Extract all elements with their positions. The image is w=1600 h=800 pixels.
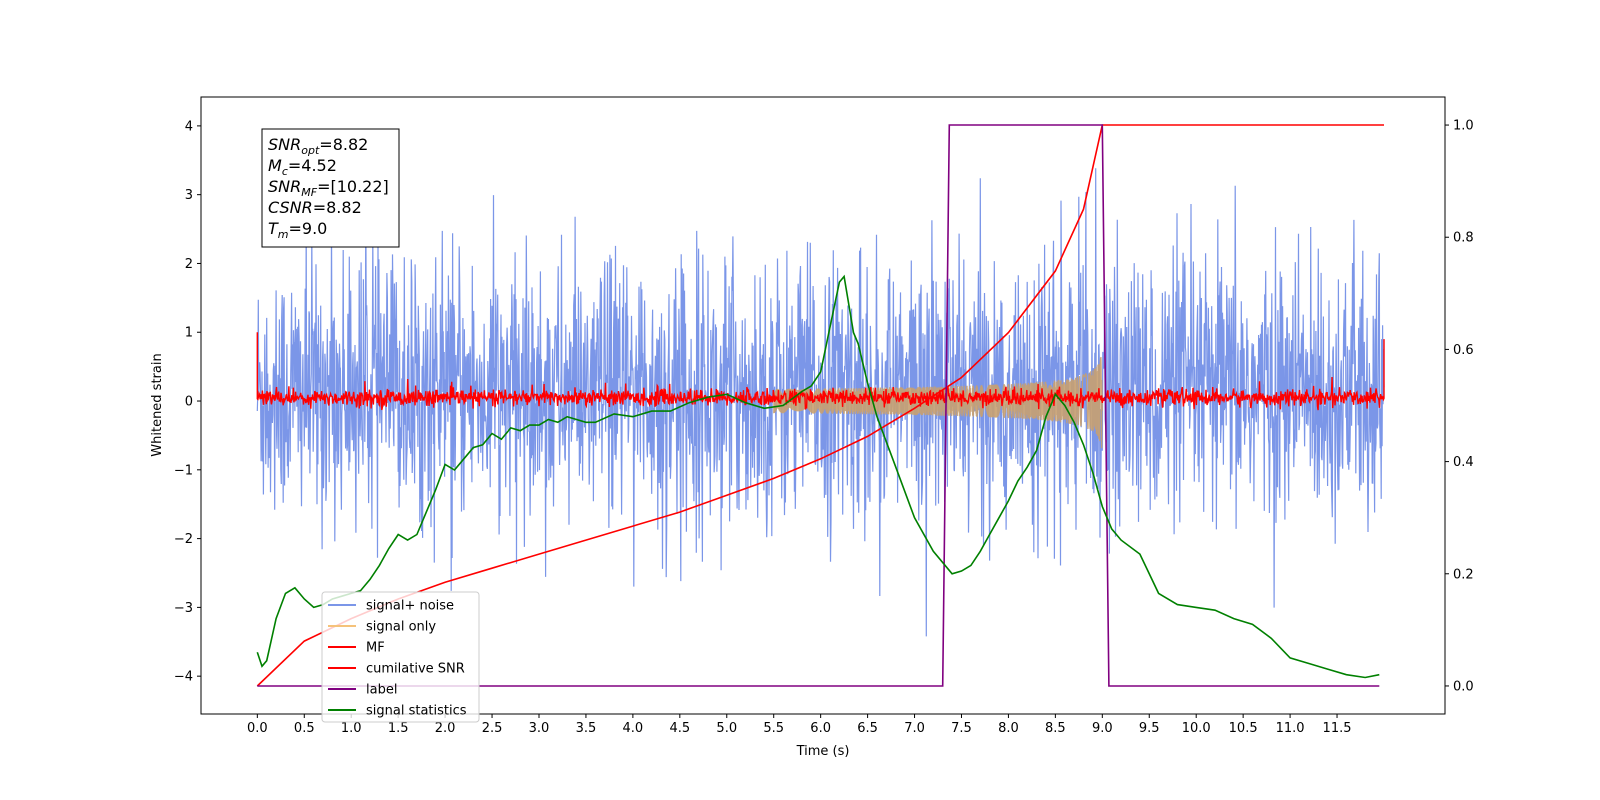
x-axis-ticks: 0.0 0.5 1.0 1.5 2.0 2.5 3.0 3.5 4.0 4.5 5.0 5.5 6.0 6… xyxy=(247,714,1352,736)
y-left-tick-label: 1 xyxy=(185,326,193,341)
info-box: SNRopt=8.82Mc=4.52SNRMF=[10.22]CSNR=8.82… xyxy=(261,128,400,248)
x-tick-label: 10.0 xyxy=(1182,721,1211,736)
plot-frame xyxy=(200,96,1446,715)
legend-label-label: label xyxy=(366,683,397,698)
x-tick-label: 11.5 xyxy=(1323,721,1352,736)
x-axis-title: Time (s) xyxy=(796,744,850,759)
y-right-tick-label: 1.0 xyxy=(1453,119,1474,134)
y-right-tick-label: 0.0 xyxy=(1453,679,1474,694)
y-right-tick-label: 0.4 xyxy=(1453,455,1474,470)
x-tick-label: 11.0 xyxy=(1276,721,1305,736)
info-row: CSNR=8.82 xyxy=(268,198,362,217)
x-tick-label: 0.5 xyxy=(294,721,315,736)
y-axis-title: Whitened strain xyxy=(150,353,165,456)
signal-noise-layer xyxy=(256,168,1385,637)
y-left-tick-label: 0 xyxy=(185,395,193,410)
x-tick-label: 0.0 xyxy=(247,721,268,736)
legend-label-cumilative-snr: cumilative SNR xyxy=(366,662,465,677)
mf-line xyxy=(256,332,1385,411)
y-left-tick-label: −1 xyxy=(174,463,193,478)
mf-layer xyxy=(256,332,1385,411)
y-right-axis-ticks: 0.0 0.2 0.4 0.6 0.8 1.0 xyxy=(1445,119,1474,694)
legend-label-signal-noise: signal+ noise xyxy=(366,599,454,614)
legend: signal+ noise signal only MF cumilative SNR… xyxy=(321,591,480,723)
y-left-tick-label: −4 xyxy=(174,670,193,685)
x-tick-label: 1.0 xyxy=(341,721,362,736)
x-tick-label: 2.0 xyxy=(435,721,456,736)
y-left-tick-label: 4 xyxy=(185,119,193,134)
y-left-tick-label: −3 xyxy=(174,601,193,616)
legend-label-mf: MF xyxy=(366,641,385,656)
x-tick-label: 4.5 xyxy=(669,721,690,736)
info-row: SNRopt=8.82 xyxy=(268,135,368,157)
info-row: Tm=9.0 xyxy=(268,219,327,241)
right-axis-lines-layer xyxy=(256,124,1384,687)
cumilative-snr-line xyxy=(256,124,1384,687)
signal-noise-line xyxy=(256,168,1385,637)
x-tick-label: 10.5 xyxy=(1229,721,1258,736)
x-tick-label: 9.5 xyxy=(1139,721,1160,736)
signal-statistics-line xyxy=(256,274,1380,679)
x-tick-label: 7.5 xyxy=(951,721,972,736)
x-tick-label: 3.0 xyxy=(529,721,550,736)
x-tick-label: 2.5 xyxy=(482,721,503,736)
x-tick-label: 9.0 xyxy=(1092,721,1113,736)
y-left-tick-label: 3 xyxy=(185,188,193,203)
x-tick-label: 8.5 xyxy=(1045,721,1066,736)
x-tick-label: 3.5 xyxy=(576,721,597,736)
x-tick-label: 6.5 xyxy=(857,721,878,736)
x-tick-label: 6.0 xyxy=(810,721,831,736)
legend-label-signal-only: signal only xyxy=(366,620,436,635)
y-right-tick-label: 0.6 xyxy=(1453,343,1474,358)
legend-label-signal-statistics: signal statistics xyxy=(366,704,467,719)
y-right-tick-label: 0.8 xyxy=(1453,231,1474,246)
info-box-frame xyxy=(261,128,400,248)
legend-frame xyxy=(321,591,480,723)
y-left-axis-ticks: −4 −3 −2 −1 0 1 2 3 4 xyxy=(174,119,201,685)
y-right-tick-label: 0.2 xyxy=(1453,567,1474,582)
x-tick-label: 5.0 xyxy=(716,721,737,736)
y-left-tick-label: 2 xyxy=(185,257,193,272)
x-tick-label: 1.5 xyxy=(388,721,409,736)
info-row: Mc=4.52 xyxy=(268,156,337,178)
info-row: SNRMF=[10.22] xyxy=(268,177,389,199)
x-tick-label: 8.0 xyxy=(998,721,1019,736)
x-tick-label: 4.0 xyxy=(623,721,644,736)
x-tick-label: 5.5 xyxy=(763,721,784,736)
y-left-tick-label: −2 xyxy=(174,532,193,547)
label-line xyxy=(257,124,1380,687)
x-tick-label: 7.0 xyxy=(904,721,925,736)
